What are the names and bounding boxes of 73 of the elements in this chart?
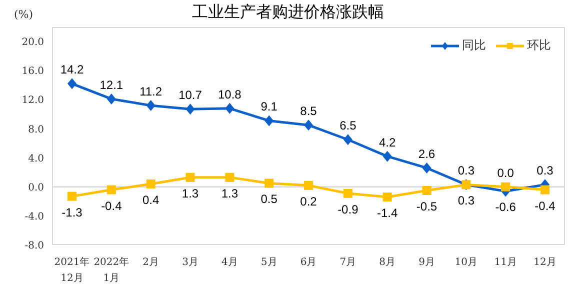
y-axis-title: (%): [14, 8, 34, 21]
point: [422, 186, 432, 195]
x-tick-label: 4月: [221, 257, 238, 268]
x-tick-label: 5月: [260, 257, 278, 268]
point: [304, 180, 313, 190]
point: [501, 182, 510, 192]
y-tick-label: -8.0: [24, 240, 44, 252]
data-label: -0.5: [416, 200, 438, 214]
data-label: -1.4: [376, 206, 398, 220]
point: [343, 134, 352, 146]
data-label: -1.3: [62, 205, 83, 220]
y-tick-label: 4.0: [28, 153, 44, 164]
point: [304, 120, 313, 131]
data-label: 0.3: [458, 164, 475, 178]
point: [343, 188, 352, 198]
point: [382, 192, 392, 202]
data-label: 9.1: [260, 100, 278, 114]
point: [186, 104, 195, 115]
data-label: 12.1: [100, 78, 124, 92]
x-tick-label: 12月: [534, 257, 556, 268]
y-tick-label: 8.0: [28, 124, 44, 136]
data-label: 0.5: [260, 192, 278, 206]
data-label: 8.5: [300, 104, 318, 118]
y-tick-label: 0.0: [28, 182, 44, 194]
data-label: -0.6: [495, 200, 516, 214]
x-tick-label: 8月: [379, 257, 396, 268]
point: [264, 178, 274, 188]
x-tick-label: 2021年 12月: [54, 256, 90, 284]
point: [225, 102, 234, 114]
data-label: 6.5: [340, 118, 357, 133]
point: [146, 179, 156, 188]
data-label: 10.7: [178, 88, 202, 102]
data-label: 0.0: [497, 166, 514, 180]
data-label: -0.4: [534, 198, 556, 213]
data-label: 1.3: [182, 186, 199, 200]
legend-label: 环比: [527, 37, 551, 54]
point: [422, 162, 432, 174]
y-tick-label: 12.0: [22, 95, 44, 106]
data-label: -0.9: [338, 202, 359, 216]
x-tick-label: 2022年 1月: [94, 256, 130, 284]
chart-title: 工业生产者购进价格涨跌幅: [192, 2, 384, 21]
data-label: 0.4: [142, 192, 160, 207]
data-label: 0.2: [300, 194, 318, 208]
x-tick-label: 7月: [340, 257, 356, 268]
x-tick-label: 11月: [494, 257, 517, 268]
x-tick-label: 6月: [300, 257, 317, 268]
x-tick-label: 10月: [454, 257, 478, 268]
legend-label: 同比: [462, 37, 486, 54]
y-tick-label: 16.0: [22, 66, 44, 78]
point: [225, 172, 234, 182]
point: [146, 100, 156, 111]
data-label: 4.2: [378, 135, 396, 150]
point: [264, 115, 274, 126]
data-label: 0.3: [458, 194, 475, 208]
data-label: 0.3: [536, 164, 554, 178]
x-tick-label: 3月: [182, 257, 198, 268]
y-tick-label: 20.0: [22, 37, 44, 48]
data-label: -0.4: [101, 198, 122, 213]
point: [68, 192, 76, 201]
data-label: 11.2: [140, 84, 162, 98]
point: [68, 78, 76, 90]
y-tick-label: -4.0: [24, 211, 44, 222]
data-label: 14.2: [60, 62, 84, 77]
point: [540, 185, 550, 194]
x-tick-label: 9月: [418, 257, 435, 268]
x-tick-label: 2月: [142, 257, 160, 268]
data-label: 2.6: [418, 146, 436, 161]
point: [382, 150, 392, 162]
point: [106, 185, 116, 194]
data-label: 10.8: [218, 87, 242, 102]
point: [186, 172, 195, 182]
data-label: 1.3: [221, 186, 238, 200]
point: [106, 93, 116, 104]
